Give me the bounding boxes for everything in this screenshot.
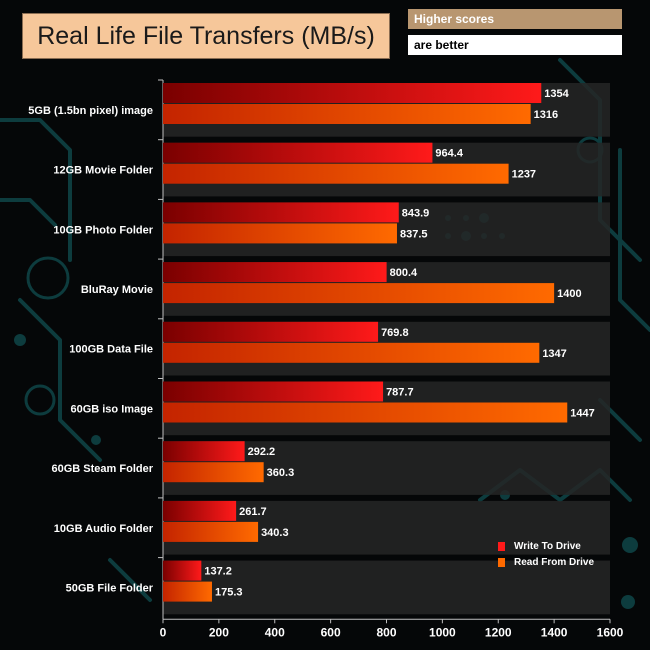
legend: Write To Drive Read From Drive [498,539,594,571]
bar-write [163,202,399,223]
bar-read [163,104,531,124]
bar-write [163,321,379,342]
value-label-read: 1447 [570,408,594,420]
value-label-read: 1316 [534,109,558,121]
x-tick-label: 0 [160,625,167,639]
x-tick-label: 200 [209,625,229,639]
bar-read [163,581,212,602]
category-label: BluRay Movie [81,284,153,296]
legend-item-write: Write To Drive [498,539,594,553]
circuit-node [621,595,635,609]
x-tick-label: 600 [321,625,341,639]
x-tick-label: 1200 [485,625,512,639]
x-tick-label: 1600 [597,625,624,639]
bar-read [163,283,555,304]
legend-label-write: Write To Drive [514,540,581,552]
bar-write [163,560,202,581]
legend-item-read: Read From Drive [498,555,594,569]
bar-write [163,500,237,521]
legend-swatch-read [498,557,505,567]
note-are-better: are better [408,35,622,55]
value-label-read: 1347 [542,348,566,360]
circuit-trace [18,298,102,462]
bar-write [163,262,387,283]
bar-read [163,163,509,184]
circuit-trace [108,558,152,602]
value-label-read: 837.5 [400,228,428,240]
bar-write [163,142,433,163]
value-label-read: 175.3 [215,587,243,599]
circuit-trace [0,118,72,262]
value-label-read: 360.3 [267,467,295,479]
circuit-trace [618,148,650,332]
bar-read [163,462,264,483]
category-label: 12GB Movie Folder [53,165,153,177]
circuit-node [14,334,26,346]
value-label-read: 1400 [557,288,581,300]
x-tick-label: 800 [376,625,396,639]
category-band [163,560,610,615]
category-label: 60GB iso Image [70,403,153,415]
value-label-read: 1237 [512,169,536,181]
category-label: 50GB File Folder [66,582,154,594]
category-label: 60GB Steam Folder [52,463,154,475]
chart-title: Real Life File Transfers (MB/s) [22,13,390,59]
value-label-write: 769.8 [381,327,409,339]
legend-label-read: Read From Drive [514,556,595,568]
circuit-trace [0,198,57,227]
category-label: 5GB (1.5bn pixel) image [28,105,153,117]
value-label-write: 964.4 [435,148,463,160]
circuit-node [622,537,638,553]
note-higher-scores: Higher scores [408,9,622,29]
category-label: 100GB Data File [69,344,153,356]
bar-read [163,342,540,363]
value-label-write: 137.2 [204,566,232,578]
bar-read [163,521,259,542]
value-label-write: 843.9 [402,207,430,219]
bar-write [163,381,384,402]
x-tick-label: 1400 [541,625,568,639]
bar-read [163,402,568,423]
bar-write [163,83,542,103]
circuit-ring [26,256,70,300]
bar-write [163,441,245,462]
category-label: 10GB Audio Folder [54,523,154,535]
bar-read [163,223,397,244]
category-label: 10GB Photo Folder [53,224,153,236]
x-tick-label: 1000 [429,625,456,639]
legend-swatch-write [498,541,505,551]
value-label-write: 261.7 [239,506,267,518]
value-label-write: 800.4 [390,267,418,279]
circuit-node [91,435,101,445]
x-tick-label: 400 [265,625,285,639]
value-label-write: 1354 [544,88,569,100]
value-label-write: 787.7 [386,387,414,399]
value-label-read: 340.3 [261,527,289,539]
value-label-write: 292.2 [248,446,276,458]
circuit-ring [24,384,56,416]
